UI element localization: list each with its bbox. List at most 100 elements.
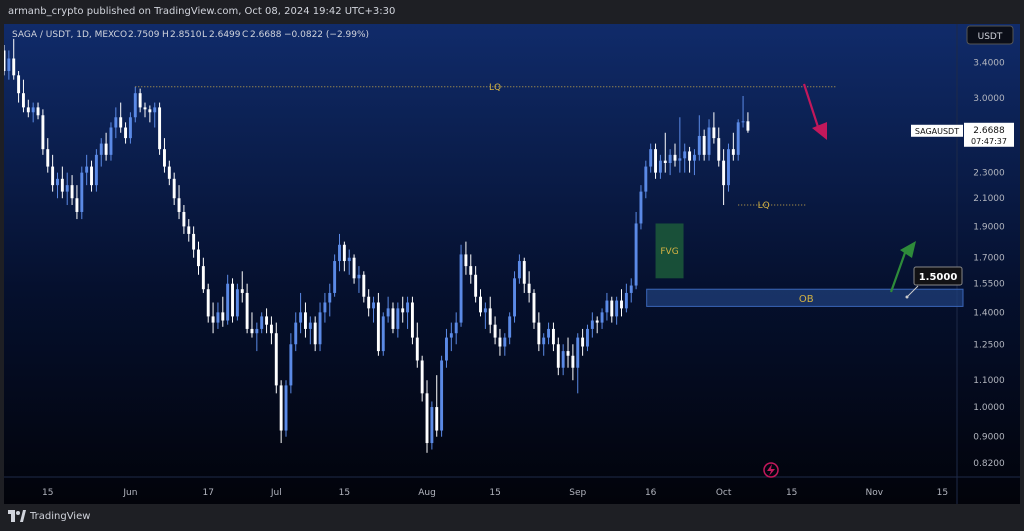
x-tick-label: 17 — [202, 488, 213, 498]
candle-body — [542, 337, 546, 345]
candle-body — [522, 261, 526, 284]
candle-body — [211, 316, 215, 323]
candle-body — [143, 107, 147, 110]
candle-body — [70, 185, 74, 199]
x-tick-label: 15 — [339, 488, 350, 498]
candle-body — [269, 324, 273, 334]
target-price-box[interactable] — [913, 266, 963, 286]
candle-body — [435, 407, 439, 431]
candle-body — [406, 302, 410, 313]
fvg-box[interactable] — [655, 223, 684, 279]
candle-body — [80, 172, 84, 212]
candle-body — [488, 308, 492, 325]
candle-body — [624, 292, 628, 309]
candle-body — [425, 393, 429, 444]
candle-body — [513, 278, 516, 317]
candle-body — [386, 308, 390, 317]
candle-body — [201, 266, 205, 290]
candle-body — [347, 257, 351, 262]
candle-body — [736, 122, 740, 155]
candle-body — [610, 300, 614, 317]
candle-body — [561, 351, 565, 368]
x-tick-label: Sep — [569, 488, 586, 498]
y-tick-label: 1.1000 — [973, 376, 1005, 386]
order-block-box[interactable] — [646, 288, 964, 307]
candle-body — [65, 185, 69, 192]
currency-button[interactable]: USDT — [966, 25, 1014, 45]
last-price-tag: SAGAUSDT 2.6688 07:47:37 — [911, 122, 1014, 147]
candle-body — [649, 149, 653, 167]
candle-body — [328, 292, 332, 303]
candle-body — [12, 58, 16, 76]
candle-body — [469, 266, 473, 275]
candle-body — [722, 160, 726, 186]
candle-body — [352, 257, 356, 279]
candle-body — [595, 320, 599, 323]
y-tick-label: 1.2500 — [973, 340, 1005, 350]
y-tick-label: 0.9000 — [973, 433, 1005, 443]
candle-body — [639, 191, 643, 224]
price-chart[interactable]: 3.80003.40003.00002.60002.30002.10001.90… — [2, 24, 1020, 504]
y-tick-label: 1.7000 — [973, 254, 1005, 264]
candle-body — [109, 127, 113, 155]
candle-body — [566, 351, 570, 356]
x-tick-label: 15 — [489, 488, 500, 498]
y-tick-label: 2.1000 — [973, 194, 1005, 204]
legend-high-label: H — [162, 30, 169, 40]
arrow-up-icon[interactable] — [889, 241, 916, 293]
candle-body — [221, 312, 225, 321]
candle-body — [741, 121, 745, 123]
target-pointer-dot — [905, 295, 909, 299]
candle-body — [167, 166, 171, 179]
candle-body — [692, 154, 696, 161]
candle-body — [702, 135, 706, 155]
candle-body — [56, 178, 59, 186]
candle-body — [46, 149, 50, 167]
candle-body — [192, 233, 196, 250]
candle-body — [590, 320, 594, 329]
candle-body — [464, 254, 468, 267]
candle-body — [731, 149, 735, 155]
candle-body — [333, 261, 337, 293]
candle-body — [576, 337, 580, 368]
candle-body — [153, 107, 157, 113]
candle-body — [372, 302, 375, 309]
top-frame — [0, 0, 1024, 24]
candle-body — [255, 328, 259, 334]
x-tick-label: Jun — [122, 488, 137, 498]
candle-body — [697, 135, 701, 155]
y-tick-label: 2.3000 — [973, 169, 1005, 179]
price-tag-countdown: 07:47:37 — [971, 137, 1007, 146]
candle-body — [532, 292, 536, 323]
arrow-down-icon[interactable] — [802, 83, 827, 140]
candle-body — [75, 198, 79, 212]
chart-background — [4, 24, 1020, 504]
lightning-icon[interactable] — [763, 462, 779, 478]
candle-body — [133, 93, 137, 118]
candles-group — [2, 38, 750, 453]
y-tick-label: 3.4000 — [973, 59, 1005, 69]
candle-body — [36, 107, 40, 116]
footer — [0, 506, 1024, 531]
candle-body — [483, 308, 487, 313]
time-axis: 15 Jun 17 Jul 15 Aug 15 Sep 16 Oct 15 Nov 15 — [42, 488, 948, 498]
candle-body — [474, 274, 478, 297]
candle-body — [634, 223, 638, 286]
candle-body — [31, 107, 35, 113]
x-tick-label: 15 — [937, 488, 948, 498]
candle-body — [323, 302, 327, 313]
candle-body — [226, 283, 230, 321]
candle-body — [688, 151, 692, 161]
candle-body — [119, 117, 123, 128]
candle-body — [138, 93, 142, 108]
candle-body — [498, 337, 502, 347]
tradingview-logo[interactable]: TradingView — [8, 510, 90, 522]
candle-body — [260, 316, 264, 329]
candle-body — [586, 328, 589, 347]
candle-body — [581, 337, 585, 347]
fvg-label: FVG — [660, 247, 678, 257]
candle-body — [717, 138, 721, 161]
legend-symbol: SAGA / USDT, 1D, MEXC — [12, 30, 120, 40]
candle-body — [556, 344, 560, 368]
chart-area[interactable]: 3.80003.40003.00002.60002.30002.10001.90… — [2, 24, 1020, 504]
